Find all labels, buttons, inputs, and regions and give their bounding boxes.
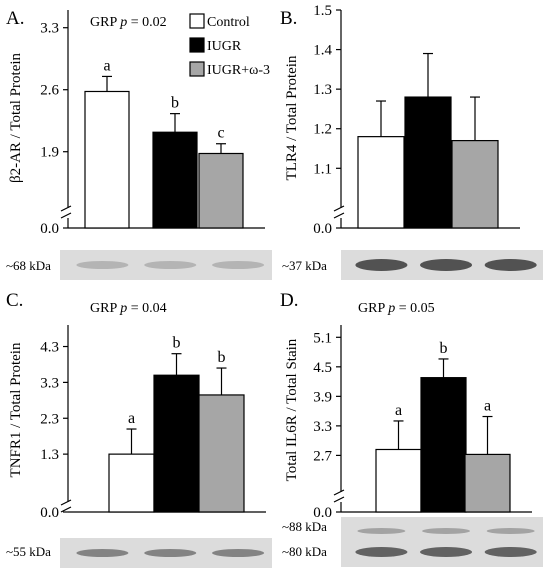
axis-break-mark (60, 212, 72, 219)
significance-letter: c (217, 125, 224, 142)
blot-band (484, 259, 537, 271)
y-tick-label: 1.3 (40, 447, 59, 463)
legend-label: IUGR+ω-3 (207, 63, 270, 78)
y-axis-title: Total IL6R / Total Stain (284, 338, 300, 481)
panel-label: A. (6, 8, 24, 29)
legend-swatch (189, 13, 205, 29)
y-tick-label: 2.7 (313, 448, 332, 464)
axis-break-mark (333, 489, 345, 496)
significance-letter: a (484, 398, 491, 415)
blot-band (484, 547, 537, 557)
bar-iugr-omega3 (451, 139, 499, 229)
axis-break-mark (60, 506, 72, 513)
y-tick-label: 2.3 (40, 411, 59, 427)
grp-p-value: GRP p = 0.05 (358, 301, 435, 316)
significance-letter: a (128, 410, 135, 427)
y-axis-title: TLR4 / Total Protein (284, 55, 300, 180)
blot-kda-label: ~37 kDa (282, 258, 327, 273)
blot-kda-label: ~68 kDa (6, 258, 51, 273)
bar-iugr-omega3 (464, 453, 511, 513)
significance-letter: a (103, 57, 110, 74)
y-tick-label: 2.6 (40, 83, 59, 99)
y-tick-label: 3.9 (313, 389, 332, 405)
y-tick-label: 0.0 (313, 505, 332, 521)
blot-band (76, 549, 129, 557)
bar-iugr-omega3 (198, 152, 244, 229)
y-axis-title: TNFR1 / Total Protein (8, 342, 24, 477)
significance-letter: b (173, 335, 181, 352)
significance-letter: b (218, 349, 226, 366)
significance-letter: a (395, 402, 402, 419)
blot-band (422, 528, 471, 534)
y-tick-label: 4.3 (40, 340, 59, 356)
grp-p-value: GRP p = 0.04 (90, 301, 167, 316)
axis-break-mark (333, 205, 345, 212)
panel-label: C. (6, 290, 23, 311)
axis-break-mark (60, 499, 72, 506)
y-tick-label: 1.4 (313, 43, 332, 59)
y-tick-label: 3.3 (40, 21, 59, 37)
blot-band (212, 261, 265, 269)
blot-band (144, 549, 197, 557)
y-tick-label: 1.5 (313, 3, 332, 19)
grp-p-value: GRP p = 0.02 (90, 15, 167, 30)
significance-letter: b (171, 95, 179, 112)
blot-band (357, 528, 406, 534)
y-tick-label: 0.0 (313, 221, 332, 237)
blot-band (144, 261, 197, 269)
blot-band (486, 528, 535, 534)
blot-band (76, 261, 129, 269)
legend-label: IUGR (207, 39, 242, 54)
axis-break-mark (333, 496, 345, 503)
axis-break-mark (333, 212, 345, 219)
legend-swatch (189, 37, 205, 53)
bar-iugr (420, 377, 467, 513)
y-tick-label: 5.1 (313, 330, 332, 346)
y-tick-label: 0.0 (40, 505, 59, 521)
blot-band (420, 547, 473, 557)
y-tick-label: 1.1 (313, 161, 332, 177)
bar-control (108, 453, 155, 513)
y-tick-label: 1.9 (40, 145, 59, 161)
y-tick-label: 3.3 (40, 375, 59, 391)
bar-iugr (153, 374, 200, 513)
bar-iugr-omega3 (198, 394, 245, 513)
blot-kda-label: ~80 kDa (282, 544, 327, 559)
blot-band (212, 549, 265, 557)
western-blot-image (60, 250, 272, 280)
y-tick-label: 0.0 (40, 221, 59, 237)
legend-swatch (189, 61, 205, 77)
axis-break-mark (60, 205, 72, 212)
panel-a: A. 1.9 2.6 3.3 0.0 β2-AR / Total Protein a b c GR… (6, 8, 272, 280)
y-tick-label: 1.3 (313, 82, 332, 98)
y-tick-label: 1.2 (313, 122, 332, 138)
bar-control (84, 90, 130, 229)
bar-iugr (404, 96, 452, 229)
blot-band (420, 259, 473, 271)
western-blot-image (341, 517, 543, 567)
blot-band (355, 547, 408, 557)
panel-c: C. 1.3 2.3 3.3 4.3 0.0 TNFR1 / Total Protein a b… (6, 290, 272, 568)
y-tick-label: 3.3 (313, 419, 332, 435)
blot-band (355, 259, 408, 271)
panel-b: B. 1.1 1.2 1.3 1.4 1.5 0.0 TLR4 / Total Protein… (280, 3, 543, 280)
bar-control (375, 448, 422, 513)
panel-label: D. (280, 290, 298, 311)
legend-label: Control (207, 15, 250, 30)
significance-letter: b (440, 340, 448, 357)
blot-kda-label: ~55 kDa (6, 544, 51, 559)
y-axis-title: β2-AR / Total Protein (8, 52, 24, 183)
bar-control (357, 136, 405, 229)
y-tick-label: 4.5 (313, 360, 332, 376)
panel-d: D. 2.7 3.3 3.9 4.5 5.1 0.0 Total IL6R / Total S… (280, 290, 543, 567)
bar-iugr (152, 131, 198, 229)
blot-kda-label: ~88 kDa (282, 519, 327, 534)
panel-label: B. (280, 8, 297, 29)
